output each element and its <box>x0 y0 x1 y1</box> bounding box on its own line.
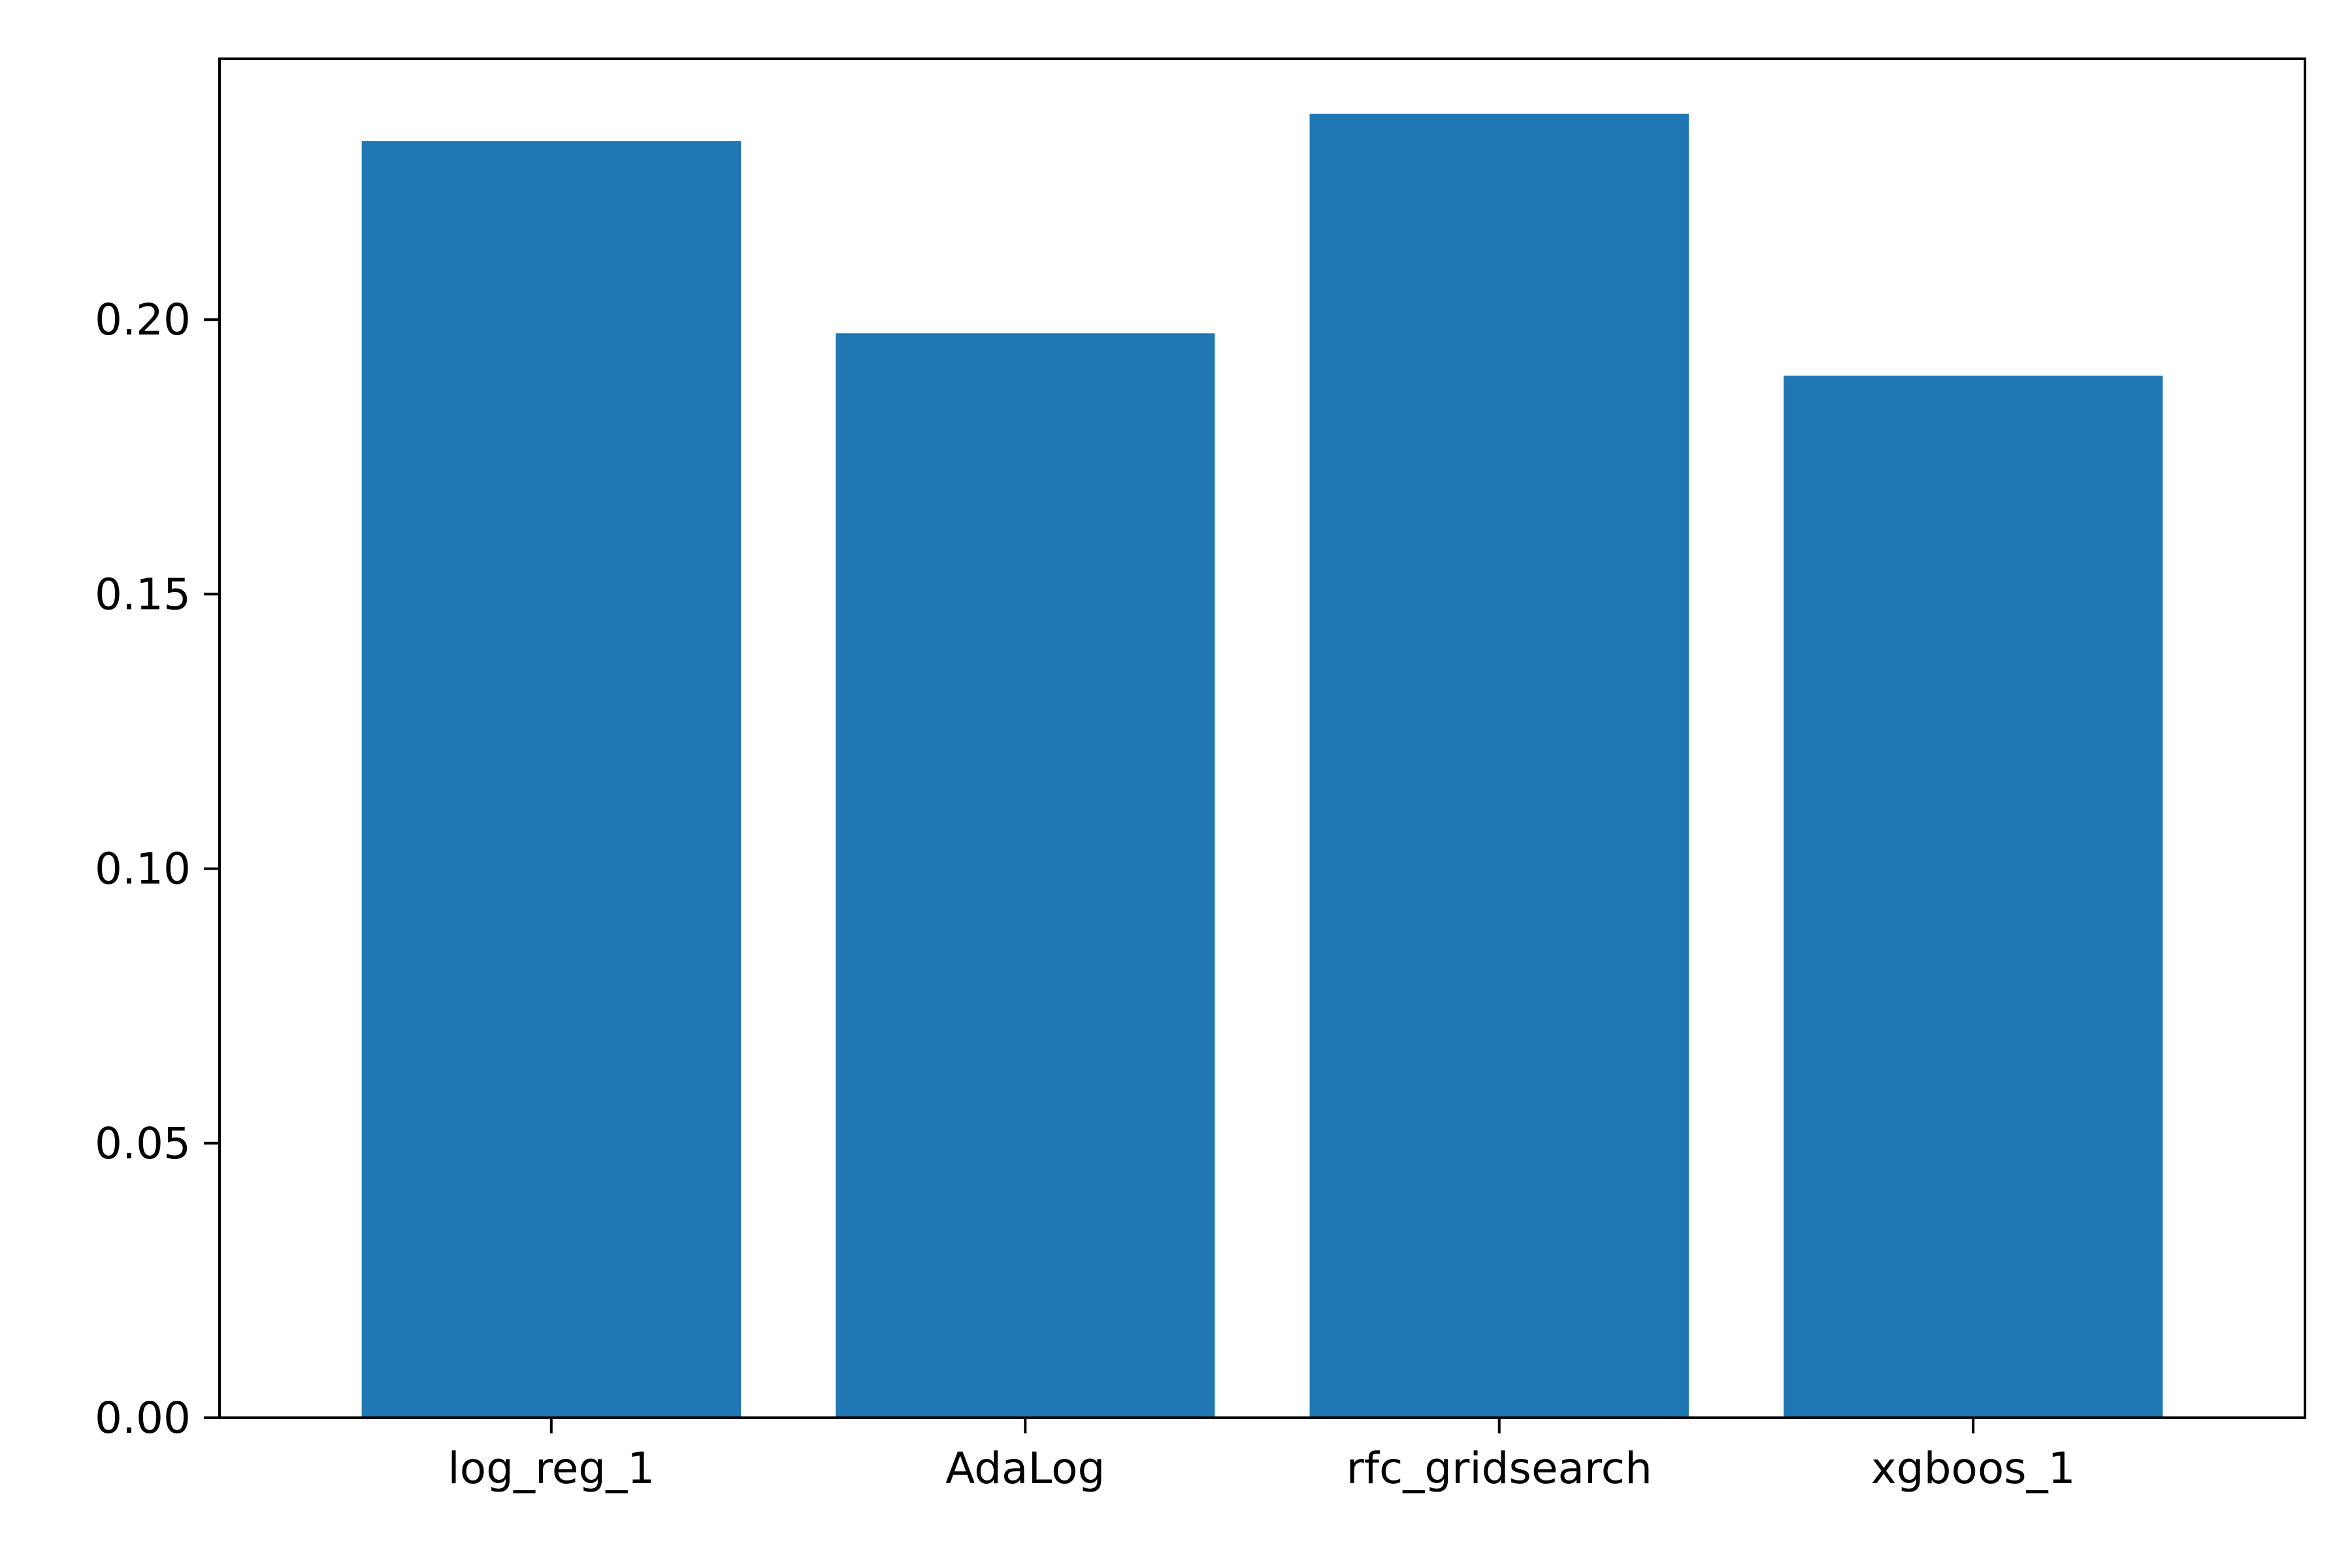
x-tick-label: rfc_gridsearch <box>1347 1443 1652 1494</box>
axes-frame <box>218 57 2306 1419</box>
bars-layer <box>361 114 2163 1418</box>
x-tick-label: AdaLog <box>945 1443 1105 1494</box>
bar-log-reg-1 <box>361 141 741 1418</box>
x-tick-label: xgboos_1 <box>1871 1443 2076 1494</box>
y-tick-label: 0.20 <box>95 295 191 345</box>
y-tick-label: 0.10 <box>95 844 191 894</box>
bar-xgboos-1 <box>1784 375 2163 1418</box>
y-axis: 0.00 0.05 0.10 0.15 0.20 <box>95 295 220 1443</box>
x-axis: log_reg_1 AdaLog rfc_gridsearch xgboos_1 <box>448 1418 2076 1494</box>
y-tick-label: 0.05 <box>95 1119 191 1169</box>
x-tick-label: log_reg_1 <box>448 1443 655 1494</box>
bar-rfc-gridsearch <box>1309 114 1689 1418</box>
bar-adalog <box>836 333 1215 1418</box>
y-tick-label: 0.15 <box>95 569 191 619</box>
y-tick-label: 0.00 <box>95 1393 191 1443</box>
